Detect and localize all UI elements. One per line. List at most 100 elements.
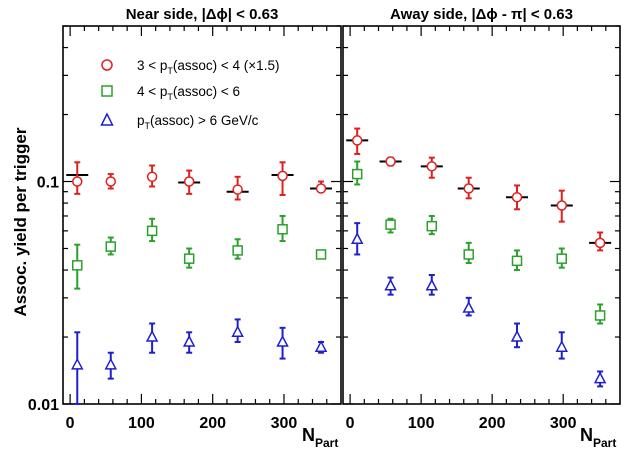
marker-square [232,245,243,256]
series-red [72,161,327,201]
data-point-blue [145,322,159,354]
marker-circle [426,161,438,172]
data-point-blue [182,331,196,354]
series-red [351,127,606,252]
marker-circle [72,176,83,187]
x-axis-label-left-main: N [302,425,315,445]
x-tick-label: 100 [128,415,155,432]
data-point-red [594,231,606,252]
legend-label-prefix: p [137,113,145,128]
data-point-red [385,156,396,167]
data-point-red [277,161,288,196]
data-point-green [232,238,243,260]
x-tick-label: 200 [199,415,226,432]
legend-label-subscript: T [167,66,173,76]
marker-square [463,249,474,260]
legend: 3 < pT(assoc) < 4 (×1.5)4 < pT(assoc) < … [100,58,280,131]
x-axis-label-right-sub: Part [593,436,616,450]
data-point-blue [510,322,524,349]
marker-triangle [71,357,84,370]
marker-square [511,255,523,267]
legend-label: pT(assoc) > 6 GeV/c [137,113,259,131]
y-tick-label: 0.1 [37,175,59,192]
series-green [351,160,606,325]
data-point-blue [555,331,569,360]
x-tick-label: 200 [479,415,506,432]
marker-triangle [182,334,196,347]
data-point-green [511,249,523,272]
data-point-red [426,156,438,179]
marker-circle [146,171,158,183]
marker-circle [463,183,474,194]
legend-label-subscript: T [145,121,151,131]
data-point-red [463,176,474,200]
data-point-blue [231,318,244,343]
legend-entry-red: 3 < pT(assoc) < 4 (×1.5) [101,58,280,76]
data-point-red [72,161,83,195]
data-point-blue [104,351,118,380]
data-point-green [385,217,396,234]
x-axis-label-right-main: N [580,425,593,445]
marker-circle [351,135,363,146]
legend-marker-triangle [100,112,114,126]
marker-triangle [425,278,439,291]
x-tick-label: 0 [346,415,355,432]
data-point-green [105,236,117,256]
data-point-green [183,247,195,269]
legend-label-prefix: 4 < p [137,84,167,99]
data-point-blue [71,331,84,405]
marker-triangle [276,334,289,347]
data-point-green [72,243,83,290]
marker-triangle [510,329,524,342]
panel-title: Away side, |Δϕ - π| < 0.63 [390,6,573,23]
marker-triangle [350,232,364,245]
data-point-green [315,249,327,260]
x-axis-label-left: NPart [302,425,338,450]
data-point-green [351,160,363,186]
data-point-red [351,127,363,155]
data-point-blue [314,340,328,354]
y-tick-label: 0.01 [28,397,59,414]
marker-square [72,260,83,271]
data-point-blue [276,326,289,360]
legend-entry-blue: pT(assoc) > 6 GeV/c [100,112,259,131]
panel-frame [62,25,342,405]
marker-triangle [593,371,607,384]
x-tick-label: 300 [271,415,298,432]
data-point-red [183,169,195,195]
marker-square [183,253,195,264]
x-tick-label: 0 [66,415,75,432]
data-point-green [463,241,474,265]
data-point-red [556,189,568,223]
panel-frame [342,25,621,405]
marker-triangle [462,300,475,313]
marker-square [277,224,288,235]
marker-circle [556,200,568,211]
data-point-blue [593,370,607,388]
marker-triangle [145,329,159,342]
legend-label-suffix: (assoc) < 4 (×1.5) [173,58,280,73]
data-point-green [556,247,568,269]
marker-circle [385,156,396,167]
panel-title: Near side, |Δϕ| < 0.63 [126,6,279,23]
data-point-blue [350,222,364,256]
legend-label-prefix: 3 < p [137,58,167,73]
legend-label-suffix: (assoc) < 6 [173,84,240,99]
y-axis-label: Assoc. yield per trigger [11,127,30,316]
marker-square [556,253,568,264]
data-point-red [232,175,243,201]
x-axis-label-left-sub: Part [315,436,338,450]
marker-circle [232,184,243,195]
panel-away-side: Away side, |Δϕ - π| < 0.63 0 100 200 300 [342,6,621,432]
panels-layer: Near side, |Δϕ| < 0.63 0 100 200 300 0.1 0.01 A… [28,6,621,432]
marker-square [315,249,327,260]
data-point-red [146,164,158,188]
data-point-blue [384,276,397,296]
marker-triangle [231,325,244,338]
data-point-red [511,184,523,211]
data-point-green [594,303,606,325]
series-blue [350,222,607,388]
marker-triangle [104,357,118,370]
data-point-red [105,173,117,190]
